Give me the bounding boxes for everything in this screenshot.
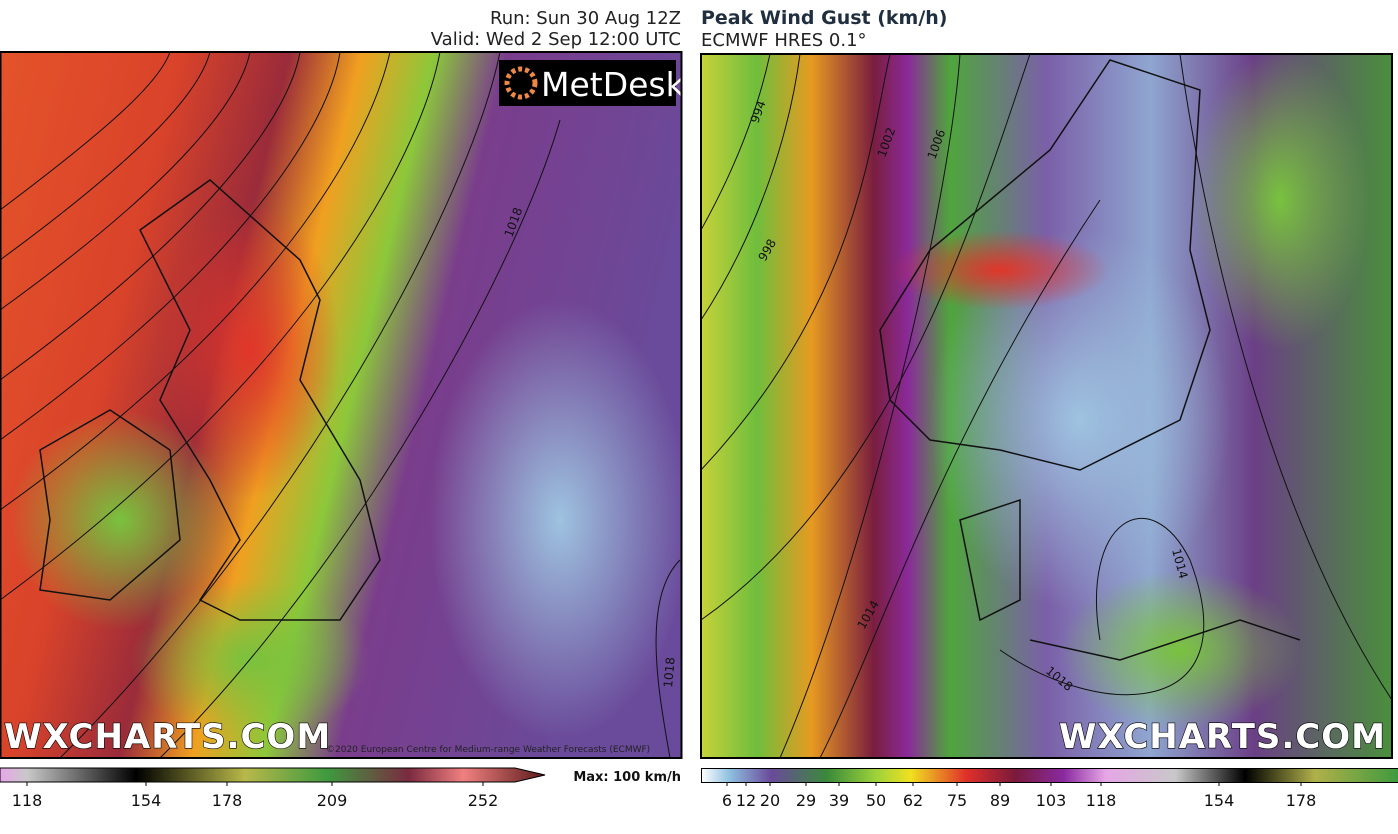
run-time: Run: Sun 30 Aug 12Z xyxy=(490,8,681,29)
isobars xyxy=(0,52,681,758)
colorbar-label: 62 xyxy=(903,791,923,810)
model-name: ECMWF HRES 0.1° xyxy=(701,30,867,51)
colorbar xyxy=(701,768,1398,783)
colorbar-label: 50 xyxy=(866,791,886,810)
coastline xyxy=(139,179,381,621)
colorbar-label: 103 xyxy=(1036,791,1067,810)
field-blob xyxy=(930,230,1230,610)
map-frame xyxy=(700,53,1393,759)
logo-icon xyxy=(504,66,538,100)
valid-time: Valid: Wed 2 Sep 12:00 UTC xyxy=(431,29,681,50)
colorbar-label: 75 xyxy=(947,791,967,810)
colorbar-label: 118 xyxy=(1086,791,1117,810)
map-frame xyxy=(0,51,683,759)
left-map: 1018 1018 MetDesk WXCHARTS.COM ©2020 Eur… xyxy=(0,52,686,758)
colorbar-label: 89 xyxy=(990,791,1010,810)
colorbar-labels: 118 154 178 209 252 6 12 20 29 39 50 62 75 89 103 118 15… xyxy=(12,782,1317,810)
colorbar-label: 154 xyxy=(1204,791,1235,810)
colorbar-label: 20 xyxy=(760,791,780,810)
colorbar-label: 154 xyxy=(131,791,162,810)
colorbar xyxy=(0,767,546,783)
colorbar-label: 252 xyxy=(468,791,499,810)
copyright: ©2020 European Centre for Medium-range W… xyxy=(326,745,650,755)
watermark: WXCHARTS.COM xyxy=(4,717,331,757)
coastline xyxy=(879,59,1211,471)
field-blob xyxy=(1060,570,1300,730)
isobar-label: 1018 xyxy=(661,657,678,689)
logo: MetDesk xyxy=(541,65,686,104)
field-blob xyxy=(890,230,1110,310)
field-blob xyxy=(10,410,230,630)
field-blob xyxy=(430,300,682,740)
logo-box xyxy=(499,60,676,106)
right-map: 994 998 1002 1006 1014 1014 1018 WXCHART… xyxy=(701,54,1392,758)
isobars xyxy=(701,54,1392,758)
watermark: WXCHARTS.COM xyxy=(1059,717,1386,757)
colorbar-label: 6 xyxy=(722,791,732,810)
max-value: Max: 100 km/h xyxy=(573,770,681,785)
field-blob xyxy=(1190,54,1370,350)
colorbar-label: 118 xyxy=(12,791,43,810)
colorbar-label: 178 xyxy=(1286,791,1317,810)
colorbar-label: 178 xyxy=(212,791,243,810)
colorbar-label: 12 xyxy=(736,791,756,810)
colorbar-label: 29 xyxy=(796,791,816,810)
chart-title: Peak Wind Gust (km/h) xyxy=(701,7,948,29)
coastline xyxy=(959,498,1301,661)
colorbar-label: 209 xyxy=(317,791,348,810)
colorbar-label: 39 xyxy=(829,791,849,810)
